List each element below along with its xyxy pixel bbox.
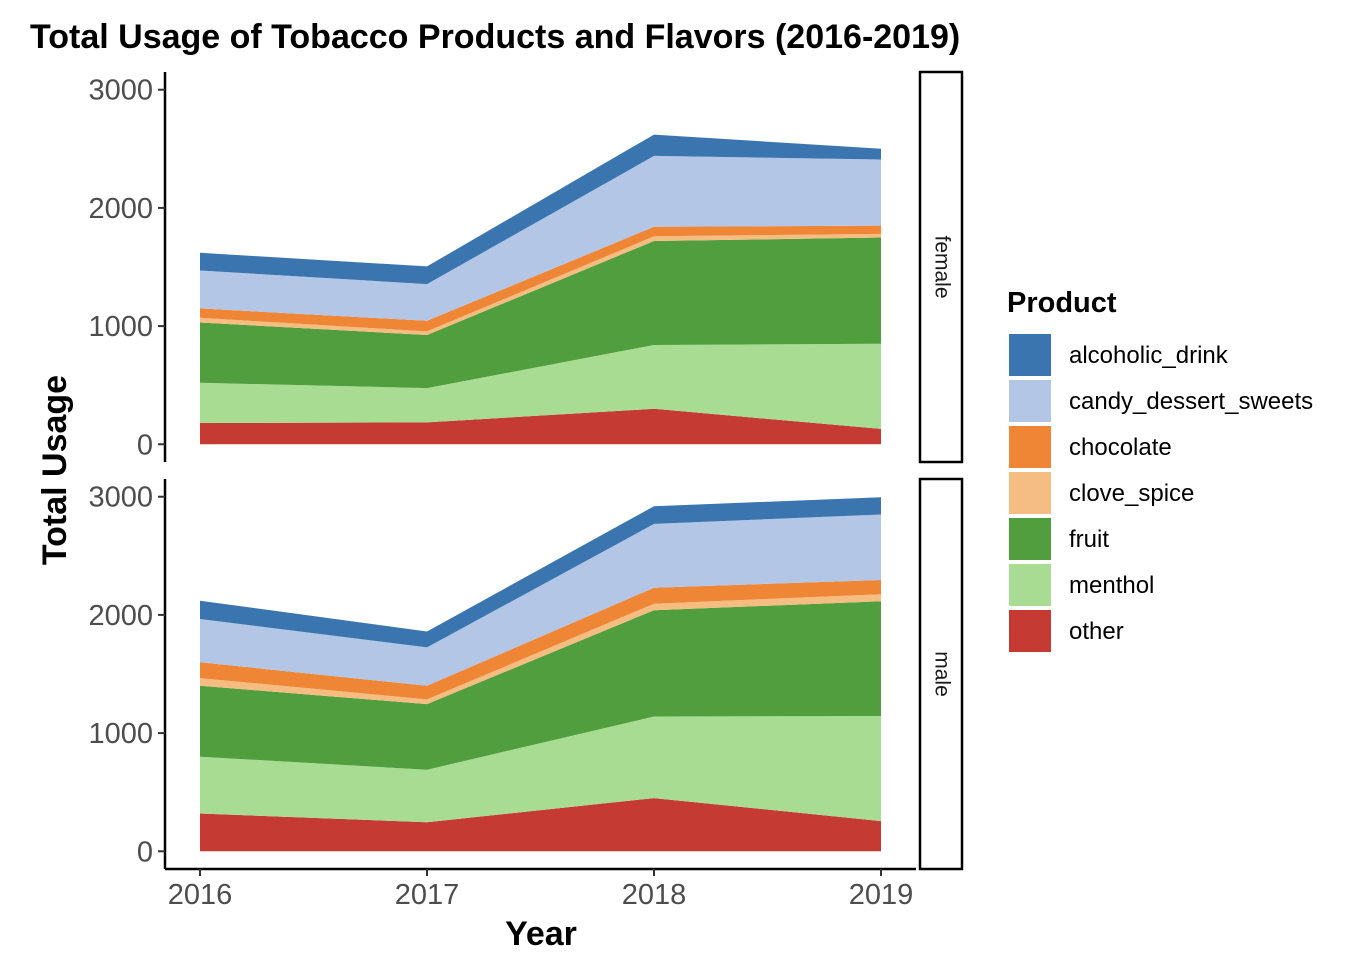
area-female-menthol xyxy=(200,343,881,429)
facet-panel-male: 0 1000 2000 3000 male xyxy=(88,477,964,871)
facet-strip-female xyxy=(918,70,964,464)
facet-panels: 0 1000 2000 3000 female 0 1000 2000 3000 male xyxy=(88,70,964,871)
x-tick-label: 2019 xyxy=(849,879,914,911)
y-tick-label: 3000 xyxy=(88,75,153,107)
legend-item-other: other xyxy=(1009,610,1124,652)
y-tick-label: 2000 xyxy=(88,193,153,225)
x-tick-label: 2018 xyxy=(622,879,687,911)
legend-label: alcoholic_drink xyxy=(1069,342,1229,369)
x-tick-label: 2017 xyxy=(395,879,460,911)
area-male-other xyxy=(200,798,881,852)
legend-item-fruit: fruit xyxy=(1009,518,1109,560)
x-tick-label: 2016 xyxy=(168,879,233,911)
x-axis: 2016 2017 2018 2019 xyxy=(165,867,916,911)
legend-swatch xyxy=(1009,564,1051,606)
y-tick-label: 3000 xyxy=(88,482,153,514)
legend-item-clove-spice: clove_spice xyxy=(1009,472,1194,514)
legend-swatch xyxy=(1009,380,1051,422)
legend-label: menthol xyxy=(1069,572,1154,599)
legend-item-alcoholic-drink: alcoholic_drink xyxy=(1009,334,1229,376)
legend-label: clove_spice xyxy=(1069,480,1194,507)
legend-label: fruit xyxy=(1069,526,1109,553)
area-female-candy-dessert-sweets xyxy=(200,155,881,321)
facet-strip-label: female xyxy=(930,235,953,298)
legend-label: candy_dessert_sweets xyxy=(1069,388,1313,415)
area-male-fruit xyxy=(200,601,881,770)
x-axis-title: Year xyxy=(505,915,577,953)
area-male-chocolate xyxy=(200,580,881,700)
legend-label: other xyxy=(1069,618,1124,645)
y-tick-label: 0 xyxy=(137,429,153,461)
area-female-other xyxy=(200,408,881,445)
legend-title: Product xyxy=(1007,287,1117,319)
y-tick-label: 1000 xyxy=(88,311,153,343)
legend-item-candy-dessert-sweets: candy_dessert_sweets xyxy=(1009,380,1313,422)
area-female-alcoholic-drink xyxy=(200,134,881,285)
legend-item-chocolate: chocolate xyxy=(1009,426,1172,468)
area-female-clove-spice xyxy=(200,233,881,335)
area-male-menthol xyxy=(200,716,881,823)
area-female-chocolate xyxy=(200,225,881,332)
legend-swatch xyxy=(1009,472,1051,514)
legend: Product alcoholic_drink candy_dessert_swe… xyxy=(1007,287,1313,652)
legend-item-menthol: menthol xyxy=(1009,564,1154,606)
area-female-fruit xyxy=(200,237,881,389)
y-tick-label: 0 xyxy=(137,836,153,868)
legend-swatch xyxy=(1009,518,1051,560)
area-male-alcoholic-drink xyxy=(200,497,881,648)
y-tick-label: 2000 xyxy=(88,600,153,632)
legend-swatch xyxy=(1009,426,1051,468)
facet-strip-male xyxy=(918,477,964,871)
y-axis-title: Total Usage xyxy=(36,375,74,565)
chart-title: Total Usage of Tobacco Products and Flav… xyxy=(30,18,960,56)
facet-panel-female: 0 1000 2000 3000 female xyxy=(88,70,964,464)
legend-swatch xyxy=(1009,610,1051,652)
legend-items: alcoholic_drink candy_dessert_sweetschoco… xyxy=(1009,334,1313,652)
area-male-candy-dessert-sweets xyxy=(200,514,881,686)
legend-label: chocolate xyxy=(1069,434,1172,461)
facet-strip-label: male xyxy=(930,651,953,697)
y-tick-label: 1000 xyxy=(88,718,153,750)
legend-swatch xyxy=(1009,334,1051,376)
